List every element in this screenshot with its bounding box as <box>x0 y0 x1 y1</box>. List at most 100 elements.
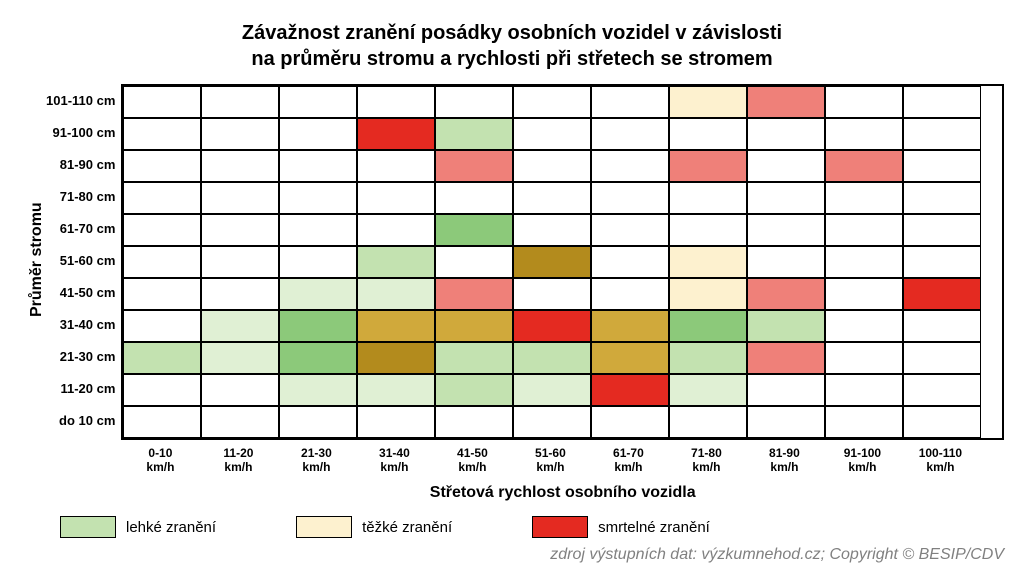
heatmap-cell <box>279 374 357 406</box>
heatmap-cell <box>903 278 981 310</box>
heatmap-cell <box>747 86 825 118</box>
heatmap-cell <box>201 342 279 374</box>
heatmap-cell <box>123 246 201 278</box>
heatmap-cell <box>513 118 591 150</box>
heatmap-cell <box>279 150 357 182</box>
heatmap-cell <box>435 182 513 214</box>
heatmap-cell <box>747 182 825 214</box>
x-tick-label: 41-50km/h <box>433 446 511 474</box>
heatmap-cell <box>903 118 981 150</box>
heatmap-cell <box>591 182 669 214</box>
heatmap-cell <box>435 310 513 342</box>
heatmap-cell <box>747 150 825 182</box>
heatmap-cell <box>903 374 981 406</box>
heatmap-cell <box>279 86 357 118</box>
title-line-2: na průměru stromu a rychlosti při střete… <box>251 48 772 70</box>
heatmap-cell <box>201 182 279 214</box>
x-tick-label: 31-40km/h <box>355 446 433 474</box>
heatmap-cell <box>513 374 591 406</box>
heatmap-cell <box>669 246 747 278</box>
heatmap-cell <box>903 182 981 214</box>
heatmap-cell <box>825 182 903 214</box>
heatmap-cell <box>669 342 747 374</box>
heatmap-cell <box>513 182 591 214</box>
heatmap-cell <box>201 86 279 118</box>
legend-swatch <box>532 516 588 538</box>
heatmap-cell <box>357 310 435 342</box>
heatmap-cell <box>513 278 591 310</box>
heatmap-cell <box>279 118 357 150</box>
y-tick-labels: 101-110 cm91-100 cm81-90 cm71-80 cm61-70… <box>46 84 121 502</box>
heatmap-cell <box>201 246 279 278</box>
heatmap-cell <box>669 150 747 182</box>
heatmap-cell <box>825 150 903 182</box>
heatmap-cell <box>669 118 747 150</box>
heatmap-cell <box>513 150 591 182</box>
legend: lehké zraněnítěžké zraněnísmrtelné zraně… <box>60 516 1004 538</box>
heatmap-cell <box>357 246 435 278</box>
heatmap-cell <box>435 406 513 438</box>
y-tick-label: 41-50 cm <box>46 276 115 308</box>
grid-area: 0-10km/h11-20km/h21-30km/h31-40km/h41-50… <box>121 84 1004 502</box>
heatmap-cell <box>201 406 279 438</box>
heatmap-cell <box>747 118 825 150</box>
heatmap-cell <box>201 118 279 150</box>
y-tick-label: 31-40 cm <box>46 308 115 340</box>
heatmap-cell <box>513 342 591 374</box>
title-line-1: Závažnost zranění posádky osobních vozid… <box>242 22 782 44</box>
heatmap-cell <box>903 246 981 278</box>
heatmap-cell <box>669 310 747 342</box>
heatmap-cell <box>435 374 513 406</box>
heatmap-cell <box>591 150 669 182</box>
heatmap-cell <box>591 214 669 246</box>
heatmap-cell <box>123 406 201 438</box>
heatmap-cell <box>903 214 981 246</box>
legend-item: smrtelné zranění <box>532 516 710 538</box>
heatmap-cell <box>669 86 747 118</box>
y-axis-label: Průměr stromu <box>20 84 46 436</box>
heatmap-cell <box>669 214 747 246</box>
heatmap-cell <box>357 214 435 246</box>
y-tick-label: 61-70 cm <box>46 212 115 244</box>
heatmap-cell <box>825 310 903 342</box>
heatmap-cell <box>669 278 747 310</box>
heatmap-cell <box>591 374 669 406</box>
heatmap-cell <box>591 310 669 342</box>
heatmap-cell <box>903 310 981 342</box>
heatmap-cell <box>825 214 903 246</box>
legend-label: těžké zranění <box>362 519 452 536</box>
x-tick-label: 61-70km/h <box>589 446 667 474</box>
heatmap-cell <box>669 374 747 406</box>
heatmap-cell <box>123 86 201 118</box>
heatmap-cell <box>747 278 825 310</box>
heatmap-cell <box>591 86 669 118</box>
legend-swatch <box>296 516 352 538</box>
heatmap-cell <box>513 214 591 246</box>
y-tick-label: 91-100 cm <box>46 116 115 148</box>
heatmap-cell <box>591 406 669 438</box>
heatmap-cell <box>825 118 903 150</box>
heatmap-cell <box>201 374 279 406</box>
heatmap-cell <box>123 182 201 214</box>
heatmap-cell <box>123 310 201 342</box>
heatmap-cell <box>435 150 513 182</box>
x-tick-label: 11-20km/h <box>199 446 277 474</box>
heatmap-grid <box>121 84 1004 440</box>
y-tick-label: 21-30 cm <box>46 340 115 372</box>
heatmap-cell <box>357 86 435 118</box>
heatmap-cell <box>435 278 513 310</box>
heatmap-cell <box>201 150 279 182</box>
heatmap-cell <box>357 182 435 214</box>
heatmap-cell <box>669 182 747 214</box>
heatmap-cell <box>591 246 669 278</box>
heatmap-cell <box>513 310 591 342</box>
heatmap-cell <box>279 406 357 438</box>
heatmap-cell <box>669 406 747 438</box>
heatmap-cell <box>435 246 513 278</box>
heatmap-cell <box>279 246 357 278</box>
x-tick-label: 91-100km/h <box>823 446 901 474</box>
heatmap-cell <box>279 342 357 374</box>
heatmap-cell <box>123 118 201 150</box>
legend-swatch <box>60 516 116 538</box>
x-tick-labels: 0-10km/h11-20km/h21-30km/h31-40km/h41-50… <box>121 446 1004 474</box>
